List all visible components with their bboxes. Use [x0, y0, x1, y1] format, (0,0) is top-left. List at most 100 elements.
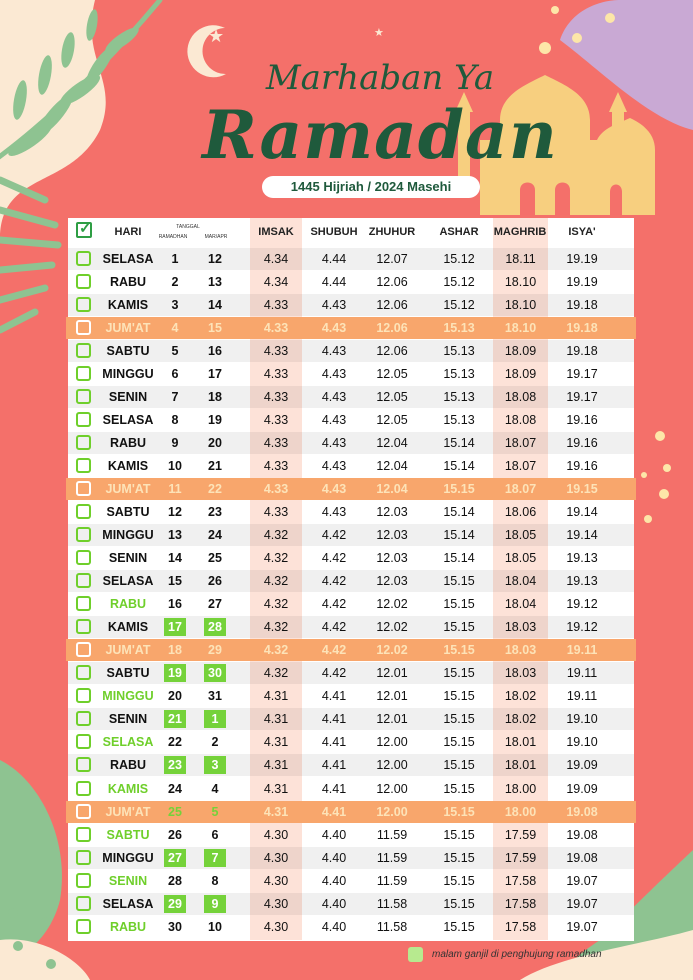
checkbox-icon[interactable]: [76, 642, 91, 658]
cell-isya: 19.07: [566, 896, 598, 911]
cell-ashar: 15.14: [443, 528, 475, 543]
legend-text: malam ganjil di penghujung ramadhan: [432, 949, 602, 960]
cell-ram: 18: [168, 643, 182, 658]
cell-hari: SABTU: [106, 344, 150, 359]
cell-ashar: 15.14: [443, 436, 475, 451]
cell-imsak: 4.33: [263, 344, 289, 359]
checkbox-icon[interactable]: [76, 757, 91, 773]
checkbox-icon[interactable]: [76, 573, 91, 589]
cell-shubuh: 4.40: [321, 827, 347, 842]
checkbox-icon[interactable]: [76, 734, 91, 750]
checkbox-icon[interactable]: [76, 780, 91, 796]
checkbox-icon[interactable]: [76, 918, 91, 934]
checkbox-icon[interactable]: [76, 550, 91, 566]
cell-zhuhur: 11.59: [376, 873, 408, 888]
cell-ashar: 15.15: [443, 850, 475, 865]
cell-ram: 10: [168, 459, 182, 474]
checkbox-icon[interactable]: [76, 366, 91, 382]
cell-ram: 29: [164, 894, 186, 913]
cell-mas: 25: [208, 551, 222, 566]
checkbox-icon[interactable]: [76, 412, 91, 428]
header-check-icon: ✓: [76, 220, 92, 238]
checkbox-icon[interactable]: [76, 665, 91, 681]
cell-hari: MINGGU: [102, 850, 154, 865]
cell-hari: KAMIS: [107, 620, 149, 635]
cell-mas: 26: [208, 574, 222, 589]
cell-ashar: 15.15: [443, 482, 475, 497]
checkbox-icon[interactable]: [76, 803, 91, 819]
cell-maghrib: 18.05: [504, 551, 537, 566]
checkbox-icon[interactable]: [76, 688, 91, 704]
table-row: JUM'AT 11 22 4.33 4.43 12.04 15.15 18.07 19.15: [66, 478, 636, 501]
cell-maghrib: 18.02: [504, 712, 537, 727]
checkbox-icon[interactable]: [76, 849, 91, 865]
cell-hari: JUM'AT: [105, 804, 151, 819]
checkbox-icon[interactable]: [76, 458, 91, 474]
checkbox-icon[interactable]: [76, 527, 91, 543]
cell-hari: SELASA: [102, 574, 154, 589]
title-line-1: Marhaban Ya: [265, 58, 495, 98]
checkbox-icon[interactable]: [76, 297, 91, 312]
cell-zhuhur: 12.00: [376, 758, 408, 773]
cell-isya: 19.09: [566, 781, 598, 796]
checkbox-icon[interactable]: [76, 826, 91, 842]
cell-isya: 19.08: [566, 850, 598, 865]
checkbox-icon[interactable]: [76, 274, 91, 289]
checkbox-icon[interactable]: [76, 320, 91, 336]
checkbox-icon[interactable]: [76, 711, 91, 727]
cell-imsak: 4.33: [263, 436, 289, 451]
checkbox-icon[interactable]: [76, 481, 91, 497]
cell-maghrib: 18.06: [504, 505, 537, 520]
checkbox-icon[interactable]: [76, 895, 91, 911]
cell-maghrib: 17.59: [504, 850, 537, 865]
cell-ram: 16: [168, 597, 182, 612]
svg-text:★: ★: [208, 26, 224, 46]
cell-ram: 5: [171, 344, 179, 359]
checkbox-icon[interactable]: [76, 504, 91, 520]
checkbox-icon[interactable]: [76, 619, 91, 635]
cell-isya: 19.18: [566, 321, 598, 336]
cell-zhuhur: 12.06: [376, 298, 408, 312]
cell-ashar: 15.14: [443, 505, 475, 520]
cell-mas: 10: [208, 919, 222, 934]
table-row: KAMIS 17 28 4.32 4.42 12.02 15.15 18.03 19.12: [68, 616, 634, 639]
table-row: SELASA 15 26 4.32 4.42 12.03 15.15 18.04 19.13: [68, 570, 634, 593]
cell-hari: SELASA: [102, 252, 154, 266]
cell-maghrib: 18.11: [505, 252, 536, 266]
cell-isya: 19.11: [566, 643, 598, 658]
cell-maghrib: 18.07: [504, 459, 537, 474]
cell-hari: MINGGU: [102, 689, 154, 704]
legend-swatch: [408, 947, 423, 962]
cell-maghrib: 17.59: [504, 827, 537, 842]
table-header: HARI TANGGAL RAMADHAN MAR/APR IMSAK SHUB…: [68, 218, 634, 246]
table-row: JUM'AT 4 15 4.33 4.43 12.06 15.13 18.10 19.18: [66, 317, 636, 340]
cell-zhuhur: 12.00: [376, 735, 408, 750]
cell-ram: 14: [168, 551, 182, 566]
cell-mas: 13: [208, 275, 222, 289]
checkbox-icon[interactable]: [76, 251, 91, 266]
checkbox-icon[interactable]: [76, 343, 91, 359]
checkbox-icon[interactable]: [76, 435, 91, 451]
cell-isya: 19.09: [566, 758, 598, 773]
cell-imsak: 4.32: [263, 528, 289, 543]
cell-mas: 20: [208, 436, 222, 451]
checkbox-icon[interactable]: [76, 872, 91, 888]
cell-ram: 8: [171, 413, 179, 428]
checkbox-icon[interactable]: [76, 596, 91, 612]
cell-isya: 19.17: [566, 367, 598, 382]
checkbox-icon[interactable]: [76, 389, 91, 405]
cell-ashar: 15.15: [443, 804, 475, 819]
cell-zhuhur: 12.00: [376, 781, 408, 796]
cell-hari: KAMIS: [107, 781, 149, 796]
table-row: MINGGU 20 31 4.31 4.41 12.01 15.15 18.02 19.11: [68, 685, 634, 707]
cell-isya: 19.16: [566, 413, 598, 428]
cell-maghrib: 18.10: [504, 298, 537, 312]
cell-imsak: 4.31: [263, 804, 289, 819]
cell-shubuh: 4.42: [321, 574, 347, 589]
cell-imsak: 4.30: [263, 896, 289, 911]
cell-shubuh: 4.42: [321, 643, 347, 658]
cell-shubuh: 4.42: [321, 620, 347, 635]
cell-mas: 18: [208, 390, 222, 405]
cell-zhuhur: 12.05: [376, 413, 408, 428]
cell-hari: SELASA: [102, 896, 154, 911]
